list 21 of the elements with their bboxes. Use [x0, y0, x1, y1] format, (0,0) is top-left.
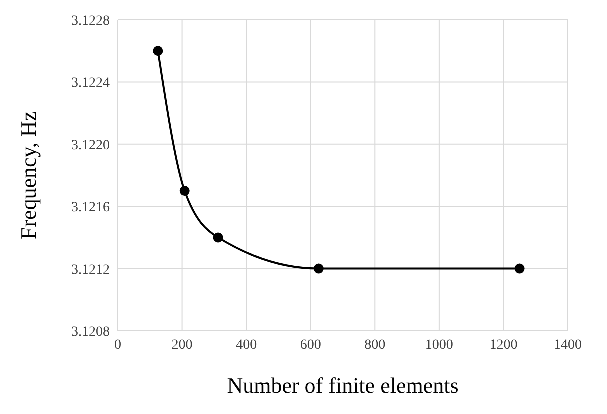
x-tick-label: 1000 — [425, 338, 454, 353]
y-tick-label: 3.1224 — [72, 76, 110, 92]
x-axis-title: Number of finite elements — [227, 373, 459, 398]
x-tick-label: 200 — [172, 338, 193, 353]
y-tick-label: 3.1216 — [72, 200, 110, 216]
point — [180, 186, 190, 196]
point — [213, 232, 224, 243]
x-tick-label: 800 — [364, 338, 386, 353]
y-tick-label: 3.1208 — [72, 324, 110, 340]
x-tick-label: 1200 — [490, 338, 518, 353]
y-tick-label: 3.1220 — [72, 138, 110, 154]
x-tick-label: 600 — [300, 338, 322, 353]
x-tick-label: 1400 — [554, 338, 582, 353]
point — [314, 264, 324, 274]
y-tick-label: 3.1212 — [72, 262, 110, 278]
point — [514, 264, 525, 274]
point — [153, 46, 164, 56]
x-tick-label: 400 — [236, 338, 258, 353]
y-tick-label: 3.1228 — [72, 14, 110, 29]
y-axis-title: Frequency, Hz — [16, 111, 41, 240]
x-tick-label: 0 — [114, 338, 122, 353]
